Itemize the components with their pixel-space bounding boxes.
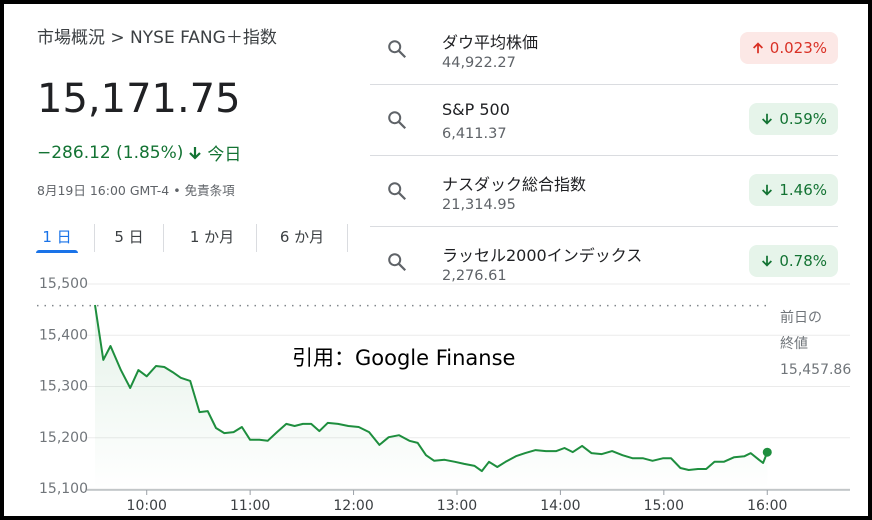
reference-label: 終値: [780, 336, 808, 352]
search-icon: [388, 111, 407, 130]
change-chip: 1.46%: [749, 174, 838, 206]
tab-underline: [36, 250, 78, 253]
market-value: 2,276.61: [442, 268, 507, 284]
change-period: 今日: [207, 145, 242, 165]
line: [94, 304, 769, 473]
arrow-icon: [752, 42, 763, 54]
x-tick-label: 13:00: [437, 498, 477, 514]
change-chip: 0.78%: [749, 245, 838, 277]
tab-separator: [94, 224, 95, 252]
tab-separator: [347, 224, 348, 252]
change-value: 0.78%: [779, 252, 827, 270]
market-row[interactable]: ナスダック総合指数 21,314.95 1.46%: [370, 156, 838, 227]
x-tick-label: 11:00: [230, 498, 270, 514]
x-tick-label: 15:00: [644, 498, 684, 514]
y-tick-label: 15,200: [39, 430, 88, 446]
tab[interactable]: 5 日: [114, 228, 144, 246]
y-tick-label: 15,400: [39, 327, 88, 343]
search-icon: [388, 182, 407, 201]
breadcrumb[interactable]: 市場概況 > NYSE FANG＋指数: [37, 28, 277, 48]
search-icon: [388, 253, 407, 272]
market-value: 6,411.37: [442, 126, 507, 142]
timestamp[interactable]: 8月19日 16:00 GMT-4 • 免責条項: [37, 183, 235, 198]
tab[interactable]: 1 日: [42, 228, 72, 246]
market-name: ナスダック総合指数: [442, 175, 587, 194]
market-row[interactable]: S&P 500 6,411.37 0.59%: [370, 85, 838, 156]
reference-value: 15,457.86: [780, 362, 851, 378]
y-tick-label: 15,100: [39, 481, 88, 497]
market-row[interactable]: ダウ平均株価 44,922.27 0.023%: [370, 14, 838, 85]
area: [95, 305, 768, 489]
change-line: −286.12 (1.85%) 今日: [37, 140, 242, 166]
tab[interactable]: 1 か月: [189, 228, 235, 246]
reference-label: 前日の: [780, 309, 822, 326]
annotation: 引用：Google Finanse: [292, 346, 515, 370]
change-chip: 0.59%: [749, 103, 838, 135]
change: −286.12 (1.85%): [37, 142, 184, 163]
x-tick-label: 16:00: [747, 498, 787, 514]
x-tick-label: 14:00: [540, 498, 580, 514]
y-tick-label: 15,500: [39, 276, 88, 292]
change-chip: 0.023%: [739, 32, 838, 64]
market-name: ラッセル2000インデックス: [442, 246, 643, 265]
arrow-icon: [762, 113, 773, 125]
market-value: 21,314.95: [442, 197, 516, 213]
search-icon: [388, 40, 407, 59]
market-name: ダウ平均株価: [442, 33, 539, 52]
end-point: [762, 447, 772, 457]
arrow-icon: [762, 184, 773, 196]
market-row[interactable]: ラッセル2000インデックス 2,276.61 0.78%: [370, 227, 838, 297]
change-value: 1.46%: [779, 181, 827, 199]
change-value: 0.023%: [769, 39, 827, 57]
y-tick-label: 15,300: [39, 379, 88, 395]
arrow-icon: [762, 255, 773, 267]
tab-separator: [163, 224, 164, 252]
market-value: 44,922.27: [442, 55, 516, 71]
x-tick-label: 12:00: [333, 498, 373, 514]
tab-separator: [256, 224, 257, 252]
tab[interactable]: 6 か月: [279, 228, 325, 246]
x-tick-label: 10:00: [127, 498, 167, 514]
change-value: 0.59%: [779, 110, 827, 128]
price: 15,171.75: [37, 76, 241, 122]
market-name: S&P 500: [442, 100, 510, 119]
arrow-icon: [189, 146, 202, 160]
